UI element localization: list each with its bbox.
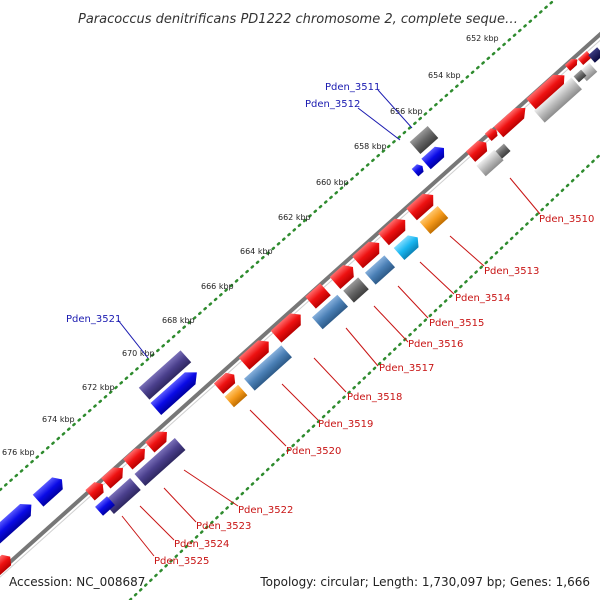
gene-labels[interactable]: Pden_3511 Pden_3512 Pden_3521 Pden_3510 … [66,82,594,567]
map-title: Paracoccus denitrificans PD1222 chromoso… [78,12,518,27]
gene-label[interactable]: Pden_3515 [429,318,484,329]
gene-arrow[interactable] [0,551,15,576]
gene-label[interactable]: Pden_3519 [318,419,373,430]
gene-arrow[interactable] [305,283,331,309]
gene-arrow[interactable] [465,137,491,162]
gene-arrow[interactable] [134,438,186,486]
gene-label[interactable]: Pden_3523 [196,521,251,532]
gene-arrow[interactable] [493,103,530,138]
gene-arrow[interactable] [32,473,68,507]
ruler-label: 656 kbp [390,107,423,116]
gene-arrow[interactable] [244,345,292,391]
gene-arrow[interactable] [138,350,192,400]
gene-arrow[interactable] [0,499,37,546]
inner-dotted-track [128,153,600,600]
gene-label[interactable]: Pden_3510 [539,214,594,225]
label-leader-lines [117,89,541,557]
gene-arrow[interactable] [95,496,115,516]
gene-arrow[interactable] [364,255,396,285]
gene-arrow[interactable] [213,369,239,394]
outer-dotted-track [0,0,557,492]
gene-arrow[interactable] [270,309,306,343]
ruler-label: 662 kbp [278,213,311,222]
gene-arrow[interactable] [150,366,203,415]
ruler-label: 658 kbp [354,142,387,151]
gene-label[interactable]: Pden_3514 [455,293,510,304]
gene-label[interactable]: Pden_3521 [66,314,121,325]
ruler-label: 674 kbp [42,415,75,424]
gene-label[interactable]: Pden_3511 [325,82,380,93]
gene-arrow[interactable] [577,51,593,65]
gene-arrow[interactable] [526,69,569,111]
gene-arrow[interactable] [573,69,587,83]
ruler-label: 652 kbp [466,34,499,43]
gene-label[interactable]: Pden_3525 [154,556,209,567]
gene-arrow[interactable] [352,237,384,269]
gene-arrow[interactable] [378,214,410,246]
gene-arrow[interactable] [476,149,504,177]
ruler-label: 670 kbp [122,349,155,358]
ruler-label: 660 kbp [316,178,349,187]
gene-label[interactable]: Pden_3522 [238,505,293,516]
gene-arrow[interactable] [393,231,423,260]
gene-arrow[interactable] [411,162,426,177]
gene-label[interactable]: Pden_3512 [305,99,360,110]
genome-summary-text: Topology: circular; Length: 1,730,097 bp… [259,575,590,589]
gene-arrow[interactable] [343,277,369,303]
gene-label[interactable]: Pden_3524 [174,539,229,550]
gene-arrow[interactable] [409,126,439,154]
gene-features[interactable] [0,47,600,576]
gene-arrow[interactable] [145,427,171,453]
gene-label[interactable]: Pden_3513 [484,266,539,277]
accession-text: Accession: NC_008687 [9,575,145,589]
gene-label[interactable]: Pden_3518 [347,392,402,403]
gene-arrow[interactable] [534,77,582,123]
gene-label[interactable]: Pden_3517 [379,363,434,374]
kbp-ruler: 652 kbp 654 kbp 656 kbp 658 kbp 660 kbp … [2,34,499,457]
gene-arrow[interactable] [564,56,580,71]
ruler-label: 676 kbp [2,448,35,457]
gene-arrow[interactable] [484,126,500,142]
gene-arrow[interactable] [224,384,248,408]
gene-arrow[interactable] [329,261,359,289]
gene-arrow[interactable] [421,143,448,170]
gene-arrow[interactable] [406,189,438,221]
gene-label[interactable]: Pden_3516 [408,339,463,350]
gene-arrow[interactable] [419,206,449,234]
gene-label[interactable]: Pden_3520 [286,446,341,457]
gene-arrow[interactable] [101,463,127,489]
gene-arrow[interactable] [123,444,149,470]
ruler-label: 654 kbp [428,71,461,80]
gene-arrow[interactable] [85,479,107,501]
gene-arrow[interactable] [311,294,349,330]
ruler-label: 672 kbp [82,383,115,392]
gene-arrow[interactable] [238,336,274,370]
ruler-label: 664 kbp [240,247,273,256]
ruler-label: 666 kbp [201,282,234,291]
ruler-label: 668 kbp [162,316,195,325]
